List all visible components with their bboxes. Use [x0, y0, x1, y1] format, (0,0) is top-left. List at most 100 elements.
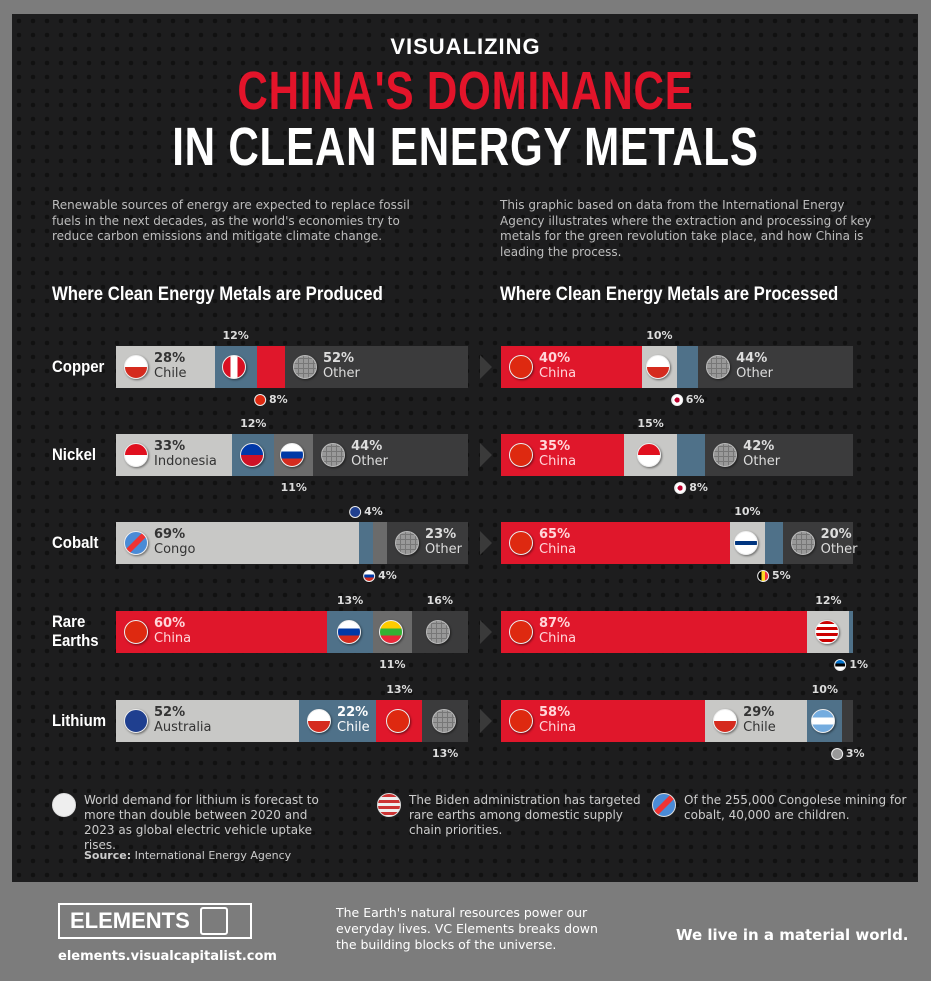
congo-flag-icon [652, 793, 676, 817]
segment-percent: 40% [539, 351, 571, 366]
segment-label: 65% China [539, 527, 576, 557]
segment-percent: 52% [154, 705, 186, 720]
bar-segment-china[interactable]: 60% China [116, 611, 328, 653]
stacked-bar-cobalt: 65% China 20% Other [501, 522, 858, 564]
russia-flag-icon [280, 443, 305, 467]
bar-segment-malaysia[interactable] [807, 611, 850, 653]
bar-segment-china[interactable] [256, 346, 285, 388]
congo-flag-icon [124, 531, 148, 555]
bar-segment-indonesia[interactable] [624, 434, 677, 476]
bar-segment-china[interactable]: 58% China [501, 700, 706, 742]
bar-segment-japan[interactable] [677, 346, 699, 388]
bar-segment-peru[interactable] [214, 346, 257, 388]
segment-percent: 12% [815, 594, 842, 607]
bar-segment-congo[interactable]: 69% Congo [116, 522, 359, 564]
chile-flag-icon [124, 355, 148, 379]
bar-segment-other[interactable]: 42% Other [705, 434, 853, 476]
tagline: We live in a material world. [676, 926, 909, 944]
bar-segment-other[interactable]: 52% Other [284, 346, 468, 388]
segment-percent: 13% [336, 594, 364, 607]
stacked-bar-cobalt: 69% Congo 23% Other [116, 522, 468, 564]
bar-segment-china[interactable]: 65% China [501, 522, 730, 564]
bar-segment-chile[interactable]: 28% Chile [116, 346, 215, 388]
indonesia-flag-icon [637, 443, 662, 467]
bar-segment-chile[interactable]: 22% Chile [299, 700, 377, 742]
lithium-battery-icon [52, 793, 76, 817]
arrow-icon [480, 443, 492, 467]
bar-segment-other[interactable]: 23% Other [387, 522, 468, 564]
outside-label-malaysia: 12% [815, 594, 841, 607]
title-white: IN CLEAN ENERGY METALS [172, 117, 759, 177]
logo-text: ELEMENTS [70, 908, 190, 933]
bar-segment-russia[interactable] [372, 522, 388, 564]
processed-title: Where Clean Energy Metals are Processed [500, 284, 839, 305]
kicker: VISUALIZING [390, 34, 541, 59]
outside-label-japan: 8% [674, 481, 708, 494]
bar-segment-australia[interactable] [358, 522, 373, 564]
outside-label-other: 13% [432, 747, 458, 760]
bar-segment-china[interactable]: 40% China [501, 346, 642, 388]
bar-segment-chile[interactable] [641, 346, 677, 388]
globe-icon [395, 531, 420, 555]
bar-segment-other[interactable] [842, 700, 853, 742]
bar-segment-japan[interactable] [677, 434, 706, 476]
segment-percent: 10% [811, 683, 838, 696]
globe-icon [830, 747, 843, 760]
stacked-bar-rare-earths: 60% China [116, 611, 468, 653]
bar-segment-russia[interactable] [274, 434, 314, 476]
china-flag-icon [509, 355, 533, 379]
row-label-nickel: Nickel [52, 445, 97, 464]
bar-segment-china[interactable]: 35% China [501, 434, 625, 476]
segment-percent: 10% [646, 329, 673, 342]
myanmar-flag-icon [378, 620, 403, 644]
segment-percent: 58% [539, 705, 571, 720]
elements-logo[interactable]: ELEMENTS [58, 903, 252, 939]
china-flag-icon [254, 393, 267, 406]
australia-flag-icon [124, 709, 148, 733]
bar-segment-finland[interactable] [729, 522, 765, 564]
estonia-flag-icon [834, 658, 847, 671]
globe-icon [321, 443, 346, 467]
bar-segment-other[interactable]: 44% Other [313, 434, 468, 476]
bar-segment-china[interactable]: 87% China [501, 611, 808, 653]
outside-label-belgium: 5% [756, 569, 791, 582]
segment-percent: 20% [820, 527, 852, 542]
segment-percent: 3% [845, 747, 865, 760]
outside-label-other: 3% [830, 747, 865, 760]
row-label-rare-earths: Rare Earths [52, 612, 99, 650]
segment-country: Indonesia [154, 454, 217, 469]
bar-segment-other[interactable]: 44% Other [698, 346, 853, 388]
peru-flag-icon [222, 355, 247, 379]
bar-segment-australia[interactable]: 52% Australia [116, 700, 300, 742]
intro-right: This graphic based on data from the Inte… [500, 198, 872, 259]
bar-segment-estonia[interactable] [849, 611, 853, 653]
russia-flag-icon [336, 620, 361, 644]
footer-url[interactable]: elements.visualcapitalist.com [58, 949, 277, 964]
bar-segment-philippines[interactable] [232, 434, 275, 476]
segment-label: 60% China [154, 616, 191, 646]
segment-percent: 60% [154, 616, 186, 631]
bar-segment-argentina[interactable] [807, 700, 843, 742]
stacked-bar-rare-earths: 87% China [501, 611, 853, 653]
segment-country: Chile [743, 720, 776, 735]
bar-segment-myanmar[interactable] [372, 611, 412, 653]
stacked-bar-lithium: 58% China 29% Chile [501, 700, 853, 742]
bar-segment-china[interactable] [376, 700, 423, 742]
philippines-flag-icon [239, 443, 264, 467]
bar-segment-other[interactable]: 20% Other [782, 522, 858, 564]
stacked-bar-nickel: 35% China 42% Other [501, 434, 853, 476]
note-cobalt: Of the 255,000 Congolese mining for coba… [652, 793, 924, 823]
usa-flag-icon [377, 793, 401, 817]
bar-segment-belgium[interactable] [765, 522, 783, 564]
bar-segment-indonesia[interactable]: 33% Indonesia [116, 434, 233, 476]
japan-flag-icon [670, 393, 683, 406]
bar-segment-other[interactable] [411, 611, 468, 653]
bar-segment-chile[interactable]: 29% Chile [705, 700, 808, 742]
segment-percent: 8% [269, 393, 288, 406]
row-label-lithium: Lithium [52, 711, 107, 730]
outside-label-japan: 6% [670, 393, 704, 406]
bar-segment-russia[interactable] [327, 611, 373, 653]
segment-percent: 28% [154, 351, 186, 366]
bar-segment-other[interactable] [422, 700, 468, 742]
segment-country: Other [820, 542, 858, 557]
